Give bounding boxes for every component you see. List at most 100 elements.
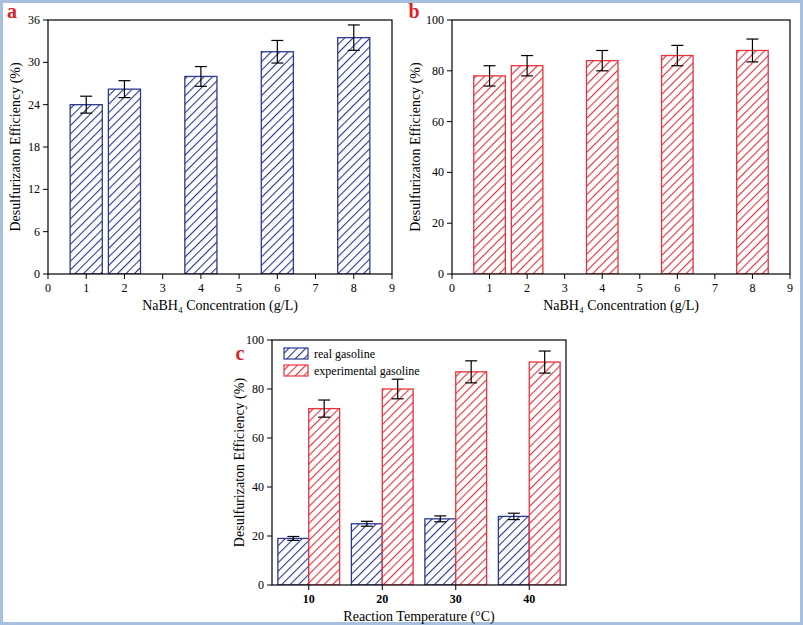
x-tick [602,274,603,279]
y-tick-label: 0 [34,267,40,281]
error-cap [539,372,551,373]
error-cap [596,50,608,51]
error-bar [508,513,520,519]
x-tick [200,274,201,279]
y-tick [267,487,272,488]
bar [338,38,370,274]
plot-frame [452,20,790,274]
x-tick-label: 4 [599,281,605,295]
x-tick-label: 2 [524,281,530,295]
error-cap [746,38,758,39]
error-stem [471,361,472,383]
plot-area [278,351,560,585]
y-tick [43,104,48,105]
bar [309,409,340,585]
chart-panel: 0204060801000123456789bNaBH₄ Concentrati… [408,0,793,314]
error-bar [392,379,404,399]
plot-frame [48,20,392,274]
error-bar [361,521,373,526]
error-stem [397,379,398,399]
y-tick [447,70,452,71]
x-tick-label: 5 [637,281,643,295]
error-bar [596,50,608,70]
x-tick [86,274,87,279]
x-tick-label: 30 [450,592,462,606]
y-tick-label: 80 [252,382,264,396]
error-bar [348,25,360,50]
bar [474,76,506,274]
error-cap [80,96,92,97]
error-bar [521,56,533,76]
x-tick [162,274,163,279]
x-tick-label: 6 [274,281,280,295]
x-tick-label: 7 [712,281,718,295]
legend-swatch [284,348,308,359]
y-tick [267,536,272,537]
error-bar [484,66,496,86]
error-cap [484,65,496,66]
bar [737,50,769,274]
x-tick [353,274,354,279]
chart-canvas: 0612182430360123456789aNaBH₄ Concentrati… [0,0,803,625]
error-cap [348,24,360,25]
error-cap [118,80,130,81]
y-axis-label: Desulfurizaton Efficiency (%) [232,378,248,548]
y-tick-label: 30 [28,55,40,69]
x-tick [564,274,565,279]
error-cap [318,399,330,400]
error-stem [324,400,325,417]
plot-area [70,25,370,274]
error-cap [361,526,373,527]
legend: real gasolineexperimental gasoline [284,347,420,378]
x-tick [382,585,383,590]
bar [351,524,382,585]
y-tick [43,189,48,190]
y-tick [43,274,48,275]
y-tick-label: 0 [258,578,264,592]
error-bar [318,400,330,417]
y-tick-label: 12 [28,182,40,196]
y-tick-label: 0 [438,267,444,281]
chart-panel: 0612182430360123456789aNaBH₄ Concentrati… [7,0,395,314]
y-tick [267,389,272,390]
error-cap [465,360,477,361]
y-tick [447,223,452,224]
error-stem [527,56,528,76]
y-tick [267,438,272,439]
x-tick [308,585,309,590]
x-tick [639,274,640,279]
x-tick-label: 8 [351,281,357,295]
error-stem [489,66,490,86]
plot-area [474,39,768,274]
bar [511,66,543,274]
error-cap [521,75,533,76]
x-tick-label: 8 [749,281,755,295]
x-tick [315,274,316,279]
y-axis-label: Desulfurizaton Efficiency (%) [408,62,424,232]
y-tick [447,121,452,122]
error-bar [465,361,477,383]
x-tick [790,274,791,279]
y-tick [447,20,452,21]
y-tick-label: 40 [432,165,444,179]
error-bar [195,67,207,87]
x-tick [714,274,715,279]
x-tick-label: 10 [303,592,315,606]
plot-frame [272,340,566,585]
y-tick-label: 24 [28,98,40,112]
error-cap [596,70,608,71]
x-tick-label: 9 [787,281,793,295]
error-cap [80,113,92,114]
error-cap [287,540,299,541]
error-cap [434,515,446,516]
error-cap [434,521,446,522]
x-tick-label: 1 [487,281,493,295]
error-stem [602,50,603,70]
error-bar [671,45,683,65]
y-tick [267,340,272,341]
x-tick [452,274,453,279]
error-cap [521,55,533,56]
error-cap [392,379,404,380]
x-axis-label: NaBH₄ Concentration (g/L) [142,298,298,314]
x-tick-label: 1 [83,281,89,295]
